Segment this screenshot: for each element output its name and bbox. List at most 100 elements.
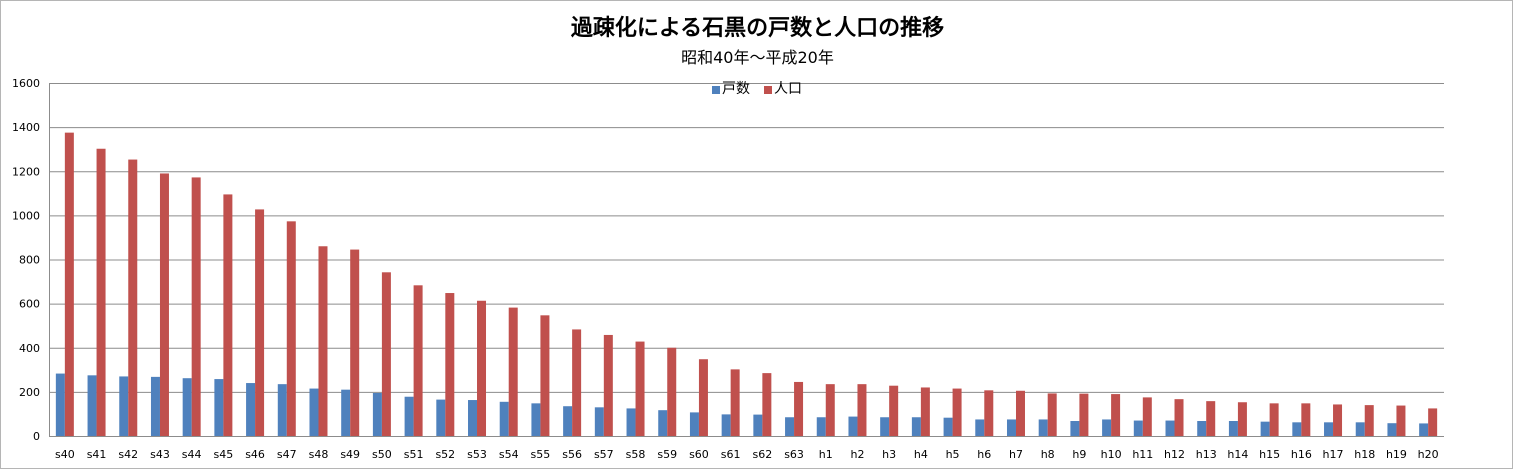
- bar-households: [689, 412, 699, 436]
- bar-households: [55, 373, 65, 436]
- bar-population: [1428, 408, 1438, 436]
- bar-population: [191, 177, 201, 437]
- y-tick-label: 1200: [12, 165, 40, 178]
- x-tick-label: h9: [1072, 448, 1086, 461]
- bar-households: [214, 379, 224, 436]
- x-tick-label: s44: [182, 448, 202, 461]
- bar-population: [1364, 405, 1374, 436]
- x-axis: s40 s41 s42 s43 s44 s45 s46 s47 s48 s49 s50 s51 s52 s…: [49, 436, 1444, 461]
- bar-households: [436, 399, 446, 436]
- bar-population: [1174, 399, 1184, 436]
- bar-households: [848, 416, 858, 436]
- bar-households: [1324, 422, 1334, 436]
- bar-households: [1197, 420, 1207, 436]
- bar-population: [128, 159, 138, 436]
- bar-population: [1269, 403, 1279, 436]
- bar-population: [635, 341, 645, 436]
- y-tick-label: 1600: [12, 77, 40, 90]
- bar-population: [96, 148, 106, 436]
- bar-households: [309, 388, 319, 436]
- bar-population: [730, 369, 740, 436]
- x-tick-label: s49: [340, 448, 360, 461]
- bar-households: [404, 396, 414, 436]
- bar-population: [1237, 402, 1247, 436]
- bar-population: [952, 388, 962, 436]
- bar-population: [857, 384, 867, 436]
- y-tick-label: 600: [19, 298, 40, 311]
- bar-households: [1102, 419, 1112, 436]
- x-tick-label: s54: [499, 448, 519, 461]
- bar-population: [794, 381, 804, 436]
- bar-households: [975, 419, 985, 436]
- bar-population: [698, 359, 708, 436]
- bar-households: [943, 417, 953, 436]
- bar-population: [381, 272, 391, 436]
- x-tick-label: h17: [1323, 448, 1344, 461]
- bar-households: [1387, 423, 1397, 436]
- bar-households: [182, 378, 192, 436]
- y-tick-label: 400: [19, 342, 40, 355]
- bar-households: [372, 392, 382, 436]
- bars: [55, 132, 1438, 437]
- bar-households: [1355, 422, 1365, 436]
- bar-population: [159, 173, 169, 437]
- x-tick-label: h15: [1259, 448, 1280, 461]
- legend: 戸数 人口: [712, 81, 802, 97]
- x-tick-label: s56: [562, 448, 582, 461]
- x-tick-label: s59: [657, 448, 677, 461]
- x-tick-label: s53: [467, 448, 487, 461]
- y-tick-label: 1000: [12, 209, 40, 222]
- x-tick-label: s52: [435, 448, 455, 461]
- x-tick-label: s63: [784, 448, 804, 461]
- x-tick-label: h13: [1196, 448, 1217, 461]
- legend-label: 戸数: [722, 81, 750, 97]
- bar-households: [468, 400, 478, 436]
- x-tick-label: h11: [1132, 448, 1153, 461]
- x-tick-label: s51: [404, 448, 424, 461]
- x-tick-label: h6: [977, 448, 991, 461]
- bar-households: [87, 375, 97, 436]
- x-tick-label: s57: [594, 448, 614, 461]
- bar-households: [119, 376, 129, 436]
- bar-households: [1165, 420, 1175, 436]
- x-tick-label: h7: [1009, 448, 1023, 461]
- bar-population: [920, 387, 930, 436]
- bar-population: [572, 329, 582, 436]
- x-tick-label: s60: [689, 448, 709, 461]
- bar-households: [1292, 422, 1302, 436]
- legend-label: 人口: [774, 81, 802, 97]
- bar-households: [594, 407, 604, 436]
- bar-population: [318, 246, 328, 436]
- x-tick-label: s42: [118, 448, 138, 461]
- bar-households: [721, 414, 731, 436]
- bar-households: [277, 384, 287, 436]
- x-tick-label: s48: [309, 448, 329, 461]
- bar-households: [1070, 420, 1080, 436]
- x-tick-label: s41: [87, 448, 107, 461]
- bar-population: [508, 307, 518, 436]
- bar-population: [1206, 401, 1216, 436]
- x-tick-label: h1: [819, 448, 833, 461]
- bar-households: [911, 417, 921, 436]
- chart-subtitle: 昭和40年〜平成20年: [681, 48, 834, 67]
- x-tick-label: h20: [1418, 448, 1439, 461]
- bar-households: [753, 414, 763, 436]
- x-tick-label: h2: [850, 448, 864, 461]
- bar-households: [1260, 421, 1270, 436]
- x-tick-label: s61: [721, 448, 741, 461]
- bar-population: [1047, 393, 1057, 436]
- x-tick-label: h12: [1164, 448, 1185, 461]
- y-tick-label: 800: [19, 254, 40, 267]
- chart-title: 過疎化による石黒の戸数と人口の推移: [570, 16, 945, 41]
- bar-households: [1133, 420, 1143, 436]
- x-tick-label: s40: [55, 448, 75, 461]
- bar-households: [1038, 419, 1048, 436]
- bar-population: [1111, 394, 1121, 436]
- x-tick-label: s43: [150, 448, 170, 461]
- bar-population: [1015, 390, 1025, 436]
- x-tick-label: h8: [1041, 448, 1055, 461]
- x-tick-label: h5: [946, 448, 960, 461]
- x-tick-label: s55: [531, 448, 551, 461]
- legend-swatch: [764, 86, 772, 94]
